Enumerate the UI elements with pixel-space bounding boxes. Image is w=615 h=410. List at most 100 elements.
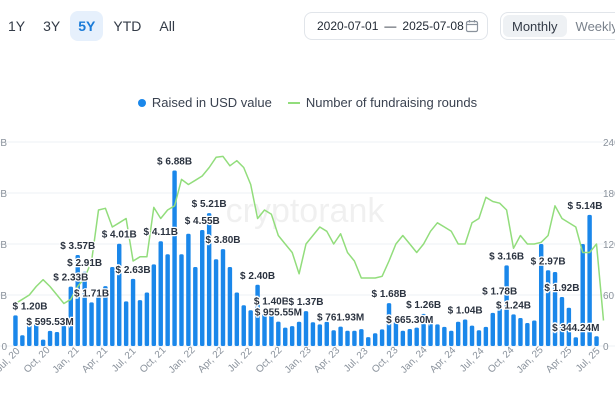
bar (82, 271, 87, 346)
date-range-start: 2020-07-01 (317, 19, 379, 33)
x-tick-label: Jan, 25 (515, 344, 546, 375)
bar (345, 330, 350, 346)
y-right-tick-label: 180 (603, 189, 615, 200)
period-option-monthly[interactable]: Monthly (503, 15, 567, 37)
legend-label-raised: Raised in USD value (151, 95, 272, 110)
y-right-tick-label: 120 (603, 240, 615, 251)
bar (289, 326, 295, 346)
data-label: $ 1.24B (496, 300, 531, 311)
bar (359, 329, 364, 346)
y-left-tick-label: 2B (0, 291, 7, 302)
bar (317, 324, 323, 346)
x-tick-label: Jul, 21 (110, 346, 139, 375)
y-left-tick-label: 0 (1, 342, 7, 353)
range-tab-ytd[interactable]: YTD (113, 18, 142, 34)
y-right-tick-label: 0 (603, 342, 609, 353)
bar (407, 329, 412, 346)
bar (262, 312, 267, 346)
data-label: $ 3.80B (205, 235, 240, 246)
x-tick-label: Jan, 21 (51, 344, 82, 375)
bar (435, 324, 440, 346)
chart-legend: Raised in USD value Number of fundraisin… (0, 95, 615, 110)
legend-line-icon (287, 101, 300, 104)
bar (234, 292, 240, 346)
x-tick-label: Apr, 25 (544, 345, 574, 375)
range-tab-5y[interactable]: 5Y (70, 11, 104, 41)
bar (269, 310, 274, 346)
bar (462, 319, 468, 346)
bar (137, 300, 143, 346)
bar (110, 266, 115, 346)
y-right-tick-label: 240 (603, 138, 615, 149)
legend-label-rounds: Number of fundraising rounds (305, 95, 478, 110)
bar (54, 331, 60, 346)
bar (442, 326, 447, 346)
line-series (15, 155, 605, 321)
range-tab-3y[interactable]: 3Y (43, 18, 61, 34)
y-left-tick-label: 4B (0, 240, 7, 251)
legend-item-raised[interactable]: Raised in USD value (137, 95, 272, 110)
bar (414, 327, 419, 346)
data-label: $ 3.16B (489, 251, 524, 262)
data-label: $ 665.30M (386, 315, 433, 326)
x-tick-label: Jan, 24 (399, 344, 430, 375)
bar (296, 321, 302, 346)
data-label: $ 4.55B (185, 216, 220, 227)
x-tick-label: Apr, 21 (80, 345, 110, 375)
bar (372, 333, 378, 346)
bar (400, 330, 406, 346)
x-tick-label: Jul, 25 (574, 346, 603, 375)
x-tick-label: Jul, 24 (458, 346, 487, 375)
data-label: $ 1.04B (448, 305, 483, 316)
bar (117, 243, 122, 346)
legend-item-rounds[interactable]: Number of fundraising rounds (287, 95, 478, 110)
bar (96, 293, 101, 346)
bar (532, 320, 537, 346)
data-label: $ 5.14B (567, 201, 602, 212)
data-label: $ 4.11B (143, 227, 177, 238)
data-label: $ 1.68B (371, 289, 406, 300)
bar (511, 314, 516, 346)
range-tab-all[interactable]: All (159, 18, 175, 34)
x-tick-label: Oct, 20 (22, 345, 53, 376)
bar (393, 321, 399, 346)
data-label: $ 2.63B (116, 265, 151, 276)
period-option-weekly[interactable]: Weekly (575, 18, 615, 34)
data-label: $ 2.97B (531, 256, 566, 267)
bar (158, 241, 163, 346)
bar (47, 330, 53, 346)
bar (220, 249, 226, 346)
data-label: $ 761.93M (317, 313, 364, 324)
calendar-icon (465, 20, 479, 33)
data-label: $ 955.55M (255, 308, 302, 319)
bar (179, 254, 184, 346)
data-label: $ 1.40B (254, 296, 289, 307)
data-label: $ 2.91B (67, 258, 102, 269)
bar (193, 266, 198, 346)
bar (449, 330, 454, 346)
bar (580, 244, 585, 346)
bar (165, 254, 170, 346)
range-tab-1y[interactable]: 1Y (8, 18, 26, 34)
bar (303, 311, 309, 346)
bar (255, 284, 260, 346)
y-left-tick-label: 8B (0, 138, 7, 149)
bar (227, 266, 233, 346)
bar (566, 307, 572, 346)
bar (276, 321, 281, 346)
bar (559, 297, 565, 346)
bar (75, 254, 80, 346)
bar (366, 337, 371, 346)
date-range-picker[interactable]: 2020-07-01 — 2025-07-08 (304, 12, 488, 40)
bar (68, 286, 74, 346)
data-label: $ 1.92B (544, 283, 579, 294)
bar (594, 336, 599, 346)
rounds-line (15, 155, 605, 321)
x-tick-label: Apr, 24 (428, 345, 458, 375)
bar (123, 301, 129, 346)
bar-series (13, 170, 599, 346)
data-label: $ 4.01B (102, 230, 137, 241)
x-tick-label: Apr, 22 (196, 345, 226, 375)
bar (213, 259, 219, 346)
x-tick-label: Jan, 23 (283, 344, 314, 375)
